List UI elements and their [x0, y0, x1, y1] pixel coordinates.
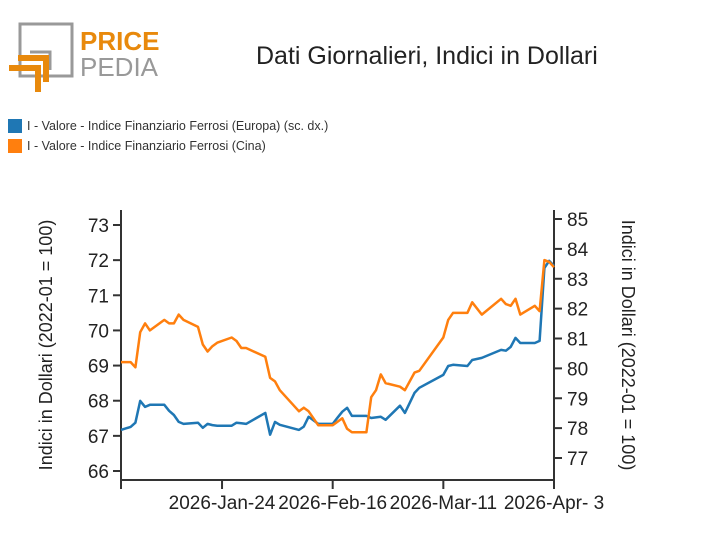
y-right-tick-label: 77	[567, 449, 588, 470]
x-tick-label: 2026-Feb-16	[278, 493, 387, 514]
y-right-tick-label: 79	[567, 389, 588, 410]
series-line-europa	[120, 259, 555, 436]
y-right-tick-label: 81	[567, 330, 588, 351]
legend-item-cina[interactable]: I - Valore - Indice Finanziario Ferrosi …	[8, 139, 266, 153]
y-right-tick-label: 83	[567, 270, 588, 291]
x-tick-label: 2026-Mar-11	[390, 493, 497, 514]
y-right-tick-label: 78	[567, 419, 588, 440]
x-tick-label: 2026-Apr- 3	[504, 493, 604, 514]
y-left-tick-label: 66	[88, 462, 109, 483]
y-left-tick-label: 70	[88, 321, 109, 342]
y-right-tick-label: 84	[567, 240, 589, 261]
x-tick-label: 2026-Jan-24	[169, 493, 276, 514]
logo-text-price: PRICE	[80, 26, 159, 56]
legend-label: I - Valore - Indice Finanziario Ferrosi …	[27, 119, 329, 133]
legend-label: I - Valore - Indice Finanziario Ferrosi …	[27, 139, 266, 153]
pricepedia-logo: PRICE PEDIA	[8, 22, 168, 99]
y-right-tick-label: 82	[567, 300, 588, 321]
y-axis-right-label: Indici in Dollari (2022-01 = 100)	[618, 220, 638, 471]
y-axis-left-label: Indici in Dollari (2022-01 = 100)	[36, 220, 56, 471]
legend-item-europa[interactable]: I - Valore - Indice Finanziario Ferrosi …	[8, 119, 328, 133]
y-left-tick-label: 72	[88, 251, 109, 272]
y-left-tick-label: 71	[88, 286, 109, 307]
chart-title: Dati Giornalieri, Indici in Dollari	[256, 42, 598, 70]
series-line-cina	[121, 258, 555, 434]
logo-mark: PRICE PEDIA	[9, 22, 159, 92]
legend-swatch	[8, 139, 22, 153]
logo-text-pedia: PEDIA	[80, 52, 159, 82]
y-right-tick-label: 85	[567, 210, 588, 231]
y-left-tick-label: 69	[88, 357, 109, 378]
y-left-tick-label: 67	[88, 427, 109, 448]
legend-swatch	[8, 119, 22, 133]
y-left-tick-label: 68	[88, 392, 109, 413]
y-right-tick-label: 80	[567, 359, 588, 380]
y-left-tick-label: 73	[88, 216, 109, 237]
